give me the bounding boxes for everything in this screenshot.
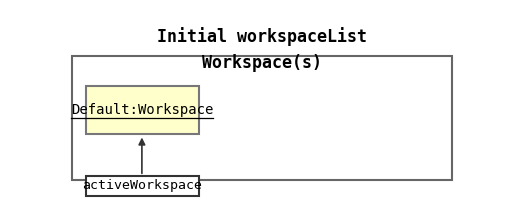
Bar	[86, 86, 198, 134]
Bar	[72, 56, 452, 180]
Text: Workspace(s): Workspace(s)	[202, 54, 322, 72]
Text: Initial workspaceList: Initial workspaceList	[157, 27, 367, 46]
Text: Default:Workspace: Default:Workspace	[71, 103, 213, 117]
Text: activeWorkspace: activeWorkspace	[82, 179, 202, 192]
Bar	[86, 176, 198, 196]
